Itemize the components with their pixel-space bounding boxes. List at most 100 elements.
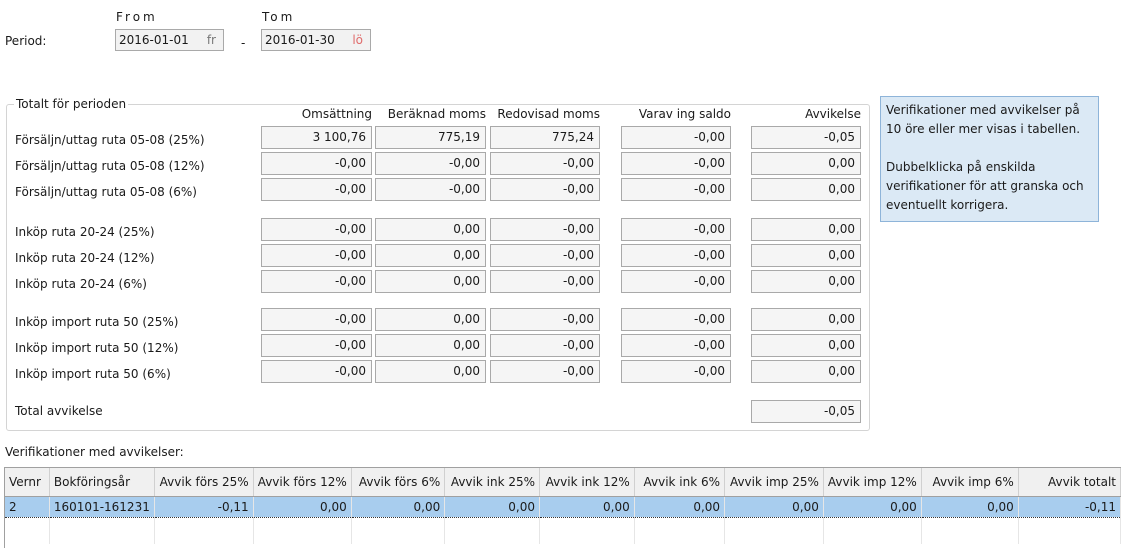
totals-row-label: Inköp import ruta 50 (12%) [15,341,179,355]
grid-cell: -0,11 [1018,496,1121,518]
from-date-field[interactable]: 2016-01-01 fr [115,29,224,51]
grid-cell: -0,11 [154,496,254,518]
totals-row-label: Inköp import ruta 50 (25%) [15,315,179,329]
grid-column-header[interactable]: Avvik förs 25% [154,468,254,497]
value-varav-ing-saldo: -0,00 [621,152,731,175]
value-redovisad-moms: -0,00 [490,178,600,201]
value-beraknad-moms: 0,00 [375,218,486,241]
info-text-1: Verifikationer med avvikelser på 10 öre … [886,103,1081,136]
grid-cell: 0,00 [724,496,824,518]
grid-cell: 0,00 [921,496,1019,518]
grid-column-header[interactable]: Avvik imp 6% [921,468,1019,497]
totals-row-label: Försäljn/uttag ruta 05-08 (12%) [15,159,205,173]
col-header-omsattning: Omsättning [301,107,372,121]
value-omsattning: -0,00 [261,244,372,267]
grid-column-header[interactable]: Avvik imp 12% [823,468,922,497]
value-varav-ing-saldo: -0,00 [621,334,731,357]
value-avvikelse: 0,00 [751,152,861,175]
grid-column-header[interactable]: Avvik totalt [1018,468,1121,497]
empty-cell [154,517,254,544]
value-beraknad-moms: 0,00 [375,360,486,383]
empty-cell [724,517,824,544]
totals-group-title: Totalt för perioden [14,97,129,111]
empty-row [5,517,1121,544]
grid-cell: 0,00 [823,496,922,518]
totals-row-label: Inköp ruta 20-24 (25%) [15,225,155,239]
value-avvikelse: 0,00 [751,360,861,383]
to-date-field[interactable]: 2016-01-30 lö [261,29,371,51]
grid-cell: 2 [5,496,50,518]
value-varav-ing-saldo: -0,00 [621,126,731,149]
totals-groupbox [6,104,870,431]
empty-cell [5,517,50,544]
col-header-redovisad-moms: Redovisad moms [497,107,600,121]
empty-cell [253,517,352,544]
table-row[interactable]: 2 160101-161231 -0,11 0,00 0,00 0,00 0,00 0,00 0… [5,496,1121,518]
grid-cell: 0,00 [351,496,446,518]
info-box: Verifikationer med avvikelser på 10 öre … [880,96,1099,222]
value-omsattning: -0,00 [261,152,372,175]
empty-cell [823,517,922,544]
col-header-varav-ing-saldo: Varav ing saldo [638,107,731,121]
totals-row-label: Försäljn/uttag ruta 05-08 (6%) [15,185,197,199]
value-avvikelse: 0,00 [751,270,861,293]
value-omsattning: -0,00 [261,218,372,241]
value-beraknad-moms: -0,00 [375,178,486,201]
value-redovisad-moms: 775,24 [490,126,600,149]
value-redovisad-moms: -0,00 [490,334,600,357]
period-dash: - [241,36,246,50]
value-omsattning: -0,00 [261,334,372,357]
value-redovisad-moms: -0,00 [490,360,600,383]
grid-cell: 160101-161231 [49,496,155,518]
to-header: Tom [262,10,296,24]
empty-cell [921,517,1019,544]
grid-title: Verifikationer med avvikelser: [5,445,184,459]
grid-cell: 0,00 [634,496,726,518]
grid-column-header[interactable]: Avvik ink 25% [444,468,541,497]
value-beraknad-moms: 0,00 [375,334,486,357]
value-avvikelse: 0,00 [751,244,861,267]
from-header: From [116,10,158,24]
empty-cell [444,517,541,544]
value-omsattning: -0,00 [261,360,372,383]
value-redovisad-moms: -0,00 [490,218,600,241]
value-varav-ing-saldo: -0,00 [621,270,731,293]
value-varav-ing-saldo: -0,00 [621,308,731,331]
value-varav-ing-saldo: -0,00 [621,360,731,383]
grid-cell: 0,00 [444,496,541,518]
grid-column-header[interactable]: Avvik ink 12% [539,468,635,497]
verifications-grid[interactable]: Vernr Bokföringsår Avvik förs 25% Avvik för… [4,467,1121,548]
to-date-value: 2016-01-30 [265,33,335,47]
grid-column-header[interactable]: Avvik förs 6% [351,468,446,497]
value-omsattning: -0,00 [261,308,372,331]
grid-column-header[interactable]: Avvik imp 25% [724,468,824,497]
verifications-table: Vernr Bokföringsår Avvik förs 25% Avvik för… [5,468,1121,544]
grid-cell: 0,00 [253,496,352,518]
totals-row-label: Inköp import ruta 50 (6%) [15,367,171,381]
value-redovisad-moms: -0,00 [490,308,600,331]
to-day-abbr: lö [352,33,363,47]
value-omsattning: -0,00 [261,178,372,201]
grid-cell: 0,00 [539,496,635,518]
value-redovisad-moms: -0,00 [490,152,600,175]
from-day-abbr: fr [206,33,216,47]
value-avvikelse: -0,05 [751,126,861,149]
totals-row-label: Inköp ruta 20-24 (12%) [15,251,155,265]
value-omsattning: -0,00 [261,270,372,293]
value-omsattning: 3 100,76 [261,126,372,149]
period-label: Period: [5,34,47,48]
empty-cell [351,517,446,544]
empty-cell [539,517,635,544]
info-text-2: Dubbelklicka på enskilda verifikationer … [886,160,1084,212]
value-beraknad-moms: -0,00 [375,152,486,175]
empty-cell [634,517,726,544]
value-varav-ing-saldo: -0,00 [621,244,731,267]
grid-column-header[interactable]: Avvik förs 12% [253,468,352,497]
grid-column-header[interactable]: Vernr [5,468,50,497]
grid-column-header[interactable]: Avvik ink 6% [634,468,726,497]
total-avvikelse-value: -0,05 [751,400,861,423]
value-avvikelse: 0,00 [751,334,861,357]
grid-column-header[interactable]: Bokföringsår [49,468,155,497]
from-date-value: 2016-01-01 [119,33,189,47]
value-beraknad-moms: 0,00 [375,308,486,331]
